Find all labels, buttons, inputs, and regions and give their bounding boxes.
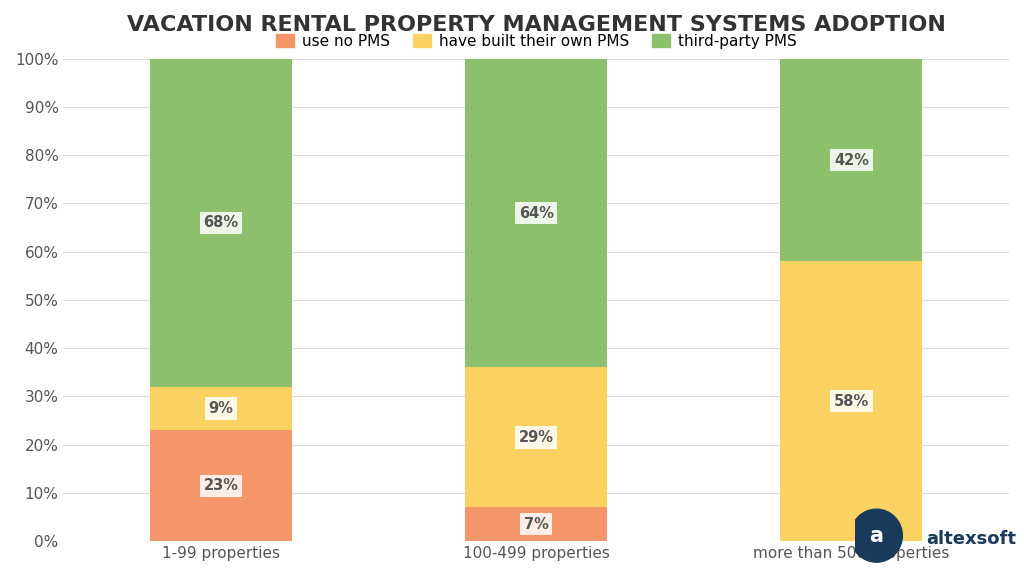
Bar (151, 430, 292, 541)
Title: VACATION RENTAL PROPERTY MANAGEMENT SYSTEMS ADOPTION: VACATION RENTAL PROPERTY MANAGEMENT SYST… (127, 15, 945, 35)
Bar (151, 386, 292, 430)
Text: 68%: 68% (204, 215, 239, 230)
Text: 23%: 23% (204, 478, 239, 493)
Bar (780, 262, 923, 541)
Text: altexsoft: altexsoft (927, 529, 1017, 548)
Text: 64%: 64% (519, 206, 554, 221)
Text: 9%: 9% (209, 401, 233, 416)
Text: 29%: 29% (519, 430, 554, 445)
Text: 7%: 7% (523, 517, 549, 532)
Bar (151, 59, 292, 386)
Legend: use no PMS, have built their own PMS, third-party PMS: use no PMS, have built their own PMS, th… (269, 28, 803, 55)
Bar (780, 59, 923, 262)
Bar (465, 367, 607, 507)
Text: a: a (869, 526, 884, 545)
Text: 58%: 58% (834, 394, 869, 409)
Bar (465, 507, 607, 541)
Circle shape (851, 509, 902, 562)
Text: 42%: 42% (834, 153, 869, 168)
Bar (465, 59, 607, 367)
